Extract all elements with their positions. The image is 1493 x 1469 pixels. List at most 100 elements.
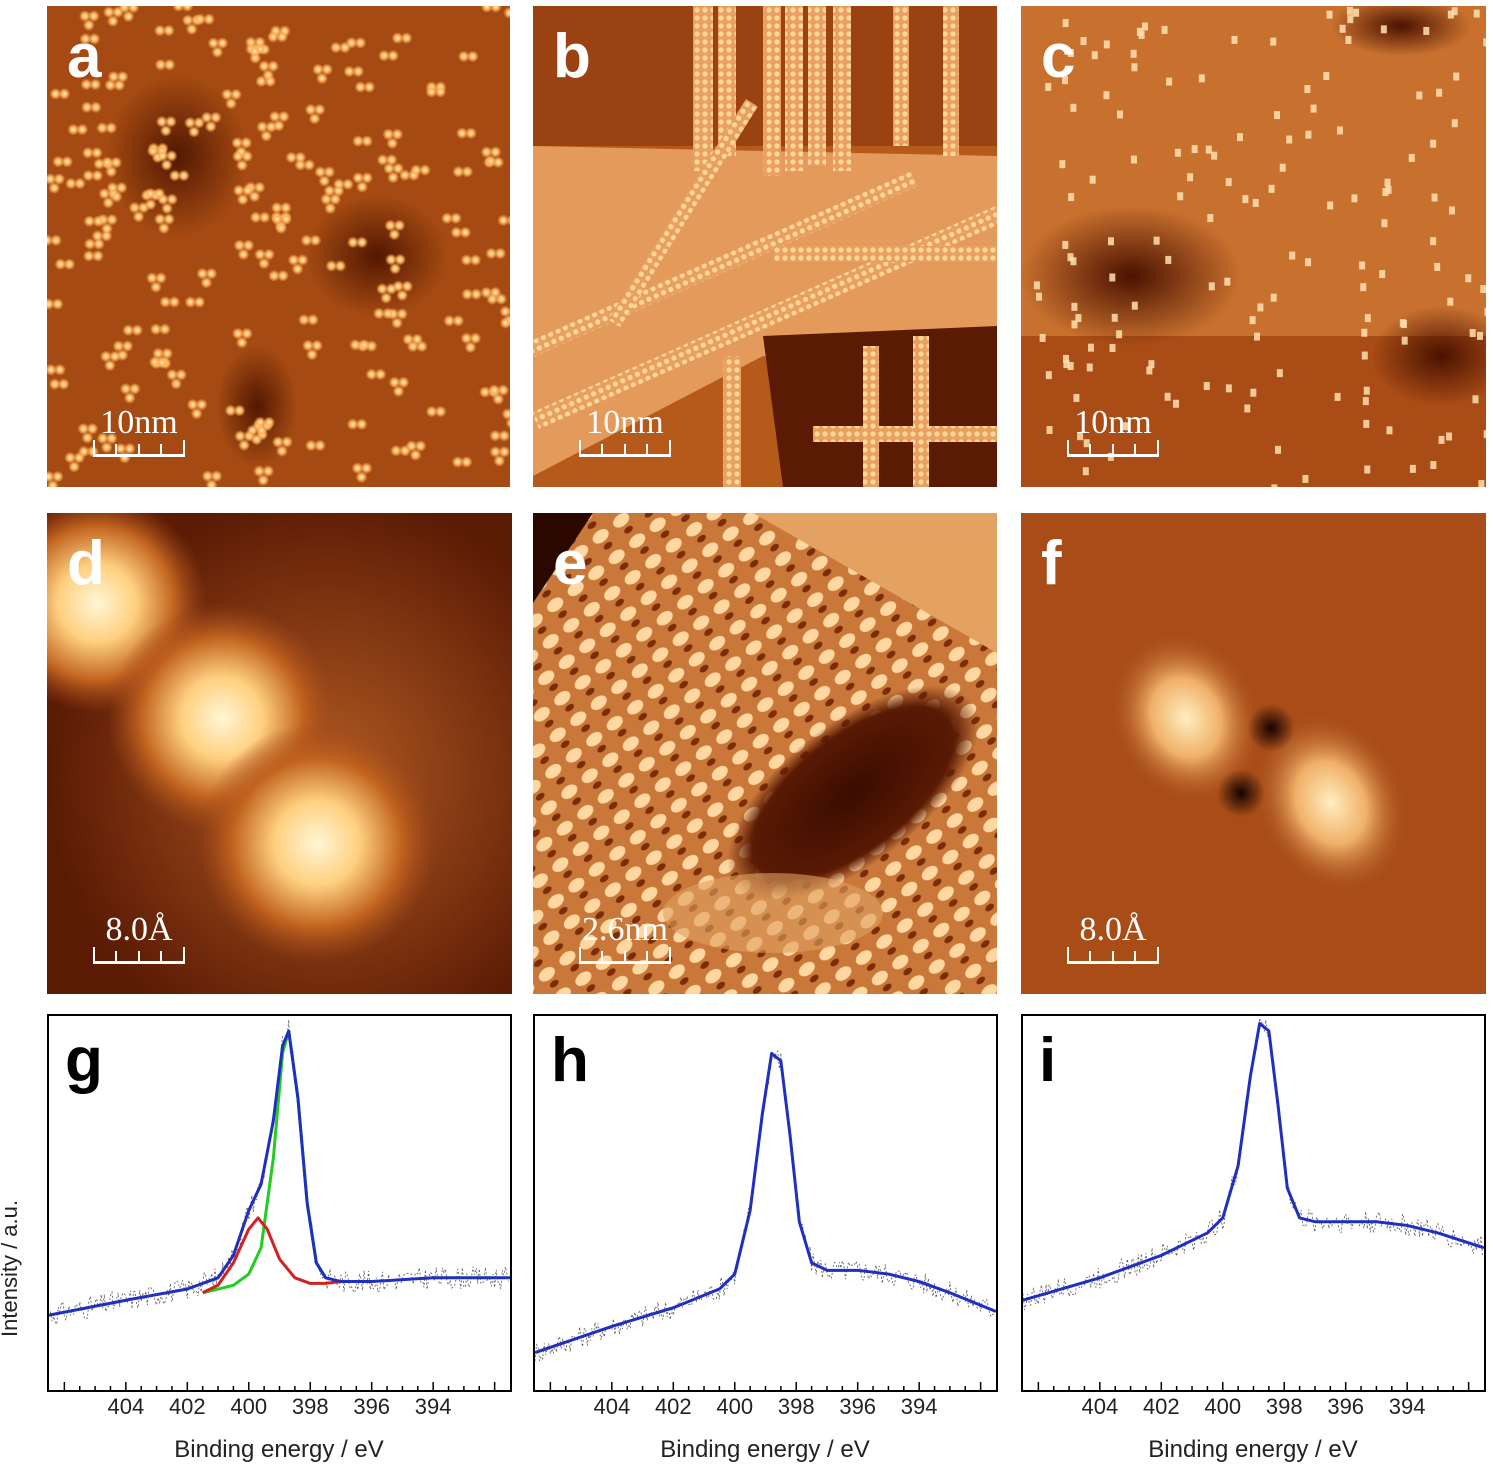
- molecule-spot: [232, 150, 245, 163]
- molecule-spot: [1361, 328, 1368, 337]
- molecule-spot: [1062, 19, 1069, 28]
- molecule-spot: [434, 85, 447, 98]
- x-tick-label: 398: [777, 1394, 815, 1419]
- molecule-spot: [397, 376, 410, 389]
- stm-panel-e: e 2.6nm: [533, 513, 997, 994]
- molecule-spot: [270, 201, 283, 214]
- molecule-spot: [1483, 430, 1486, 439]
- molecule-spot: [253, 465, 266, 478]
- molecule-spot: [107, 70, 120, 83]
- molecule-spot: [455, 127, 468, 140]
- xps-chart-g: [48, 1019, 510, 1390]
- molecule-spot: [101, 156, 114, 169]
- molecule-spot: [312, 63, 325, 76]
- molecule-spot: [47, 479, 59, 487]
- molecule-spot: [1484, 307, 1486, 316]
- molecule-spot: [452, 314, 465, 327]
- molecule-spot: [80, 78, 93, 91]
- molecule-spot: [1401, 336, 1408, 345]
- molecule-spot: [1033, 281, 1040, 290]
- scale-bar-e: 2.6nm: [579, 913, 671, 964]
- x-tick-label: 402: [168, 1394, 206, 1419]
- molecule-spot: [1252, 198, 1259, 207]
- molecule-spot: [449, 212, 462, 225]
- molecule-spot: [1347, 15, 1354, 24]
- molecule-spot: [300, 234, 313, 247]
- molecule-spot: [497, 384, 510, 397]
- molecule-spot: [48, 182, 61, 195]
- molecule-spot: [399, 444, 412, 457]
- molecule-spot: [1208, 282, 1215, 291]
- molecule-spot: [361, 171, 374, 184]
- molecule-spot: [285, 151, 298, 164]
- molecule-spot: [372, 307, 385, 320]
- molecule-spot: [1191, 145, 1198, 154]
- scale-text-e: 2.6nm: [582, 911, 668, 948]
- molecule-spot: [64, 177, 77, 190]
- molecule-spot: [480, 6, 493, 13]
- molecule-spot: [168, 295, 181, 308]
- molecule-spot: [1103, 40, 1110, 49]
- x-tick-label: 398: [1265, 1394, 1303, 1419]
- molecule-spot: [389, 262, 402, 275]
- molecule-spot: [162, 213, 175, 226]
- x-tick-label: 404: [593, 1394, 631, 1419]
- molecule-spot: [83, 215, 96, 228]
- molecule-spot: [159, 124, 172, 137]
- molecule-spot: [122, 10, 135, 23]
- molecule-spot: [297, 313, 310, 326]
- molecule-spot: [1130, 155, 1137, 164]
- x-tick-label: 398: [291, 1394, 329, 1419]
- molecule-spot: [1071, 320, 1078, 329]
- molecule-spot: [92, 215, 105, 228]
- molecule-spot: [1153, 236, 1160, 245]
- molecule-spot: [1472, 395, 1479, 404]
- x-axis-label: Binding energy / eV: [1148, 1436, 1358, 1463]
- stm-panel-c: c 10nm: [1021, 6, 1486, 487]
- molecule-spot: [231, 327, 244, 340]
- molecule-spot: [1068, 193, 1075, 202]
- molecule-spot: [443, 314, 456, 327]
- molecule-spot: [264, 75, 277, 88]
- x-tick-label: 404: [107, 1394, 145, 1419]
- molecule-spot: [388, 376, 401, 389]
- molecule-spot: [91, 249, 104, 262]
- molecule-spot: [1271, 484, 1278, 487]
- molecule-spot: [302, 339, 315, 352]
- molecule-spot: [96, 432, 109, 445]
- molecule-spot: [466, 50, 479, 63]
- molecule-spot: [1130, 49, 1137, 58]
- x-tick-label: 400: [1204, 1394, 1242, 1419]
- molecule-spot: [1173, 399, 1180, 408]
- molecule-spot: [356, 236, 369, 249]
- molecule-spot: [1323, 71, 1330, 80]
- molecule-spot: [123, 391, 136, 404]
- molecule-spot: [1346, 6, 1353, 15]
- scale-text-c: 10nm: [1074, 404, 1152, 441]
- molecule-spot: [1136, 27, 1143, 36]
- molecule-spot: [1111, 313, 1118, 322]
- stm-image-d: [47, 513, 512, 994]
- molecule-spot: [1364, 465, 1371, 474]
- molecule-spot: [64, 451, 77, 464]
- molecule-spot: [82, 249, 95, 262]
- molecule-spot: [351, 462, 364, 475]
- molecule-spot: [355, 471, 368, 484]
- molecule-spot: [1400, 320, 1407, 329]
- molecule-spot: [184, 116, 197, 129]
- molecule-spot: [200, 276, 213, 289]
- molecule-spot: [1289, 251, 1296, 260]
- molecule-spot: [318, 174, 331, 187]
- molecule-spot: [158, 323, 171, 336]
- molecule-spot: [279, 201, 292, 214]
- molecule-spot: [87, 10, 100, 23]
- fit-envelope-line: [534, 1051, 997, 1355]
- molecule-spot: [352, 65, 365, 78]
- molecule-spot: [116, 70, 129, 83]
- molecule-spot: [1447, 10, 1454, 19]
- molecule-spot: [1453, 72, 1460, 81]
- molecule-spot: [1381, 219, 1388, 228]
- molecule-spot: [236, 193, 249, 206]
- molecule-spot: [352, 171, 365, 184]
- molecule-spot: [153, 187, 166, 200]
